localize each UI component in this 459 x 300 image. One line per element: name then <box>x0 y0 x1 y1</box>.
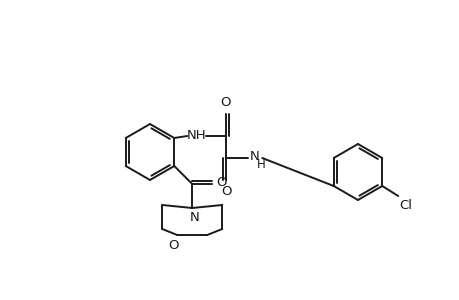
Text: O: O <box>168 239 178 252</box>
Text: H: H <box>256 158 265 170</box>
Text: O: O <box>220 185 231 198</box>
Text: O: O <box>216 176 226 188</box>
Text: N: N <box>249 149 258 163</box>
Text: Cl: Cl <box>398 199 411 212</box>
Text: N: N <box>189 211 199 224</box>
Text: NH: NH <box>186 128 206 142</box>
Text: O: O <box>219 96 230 109</box>
